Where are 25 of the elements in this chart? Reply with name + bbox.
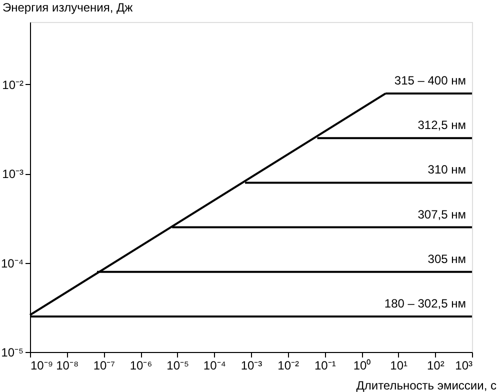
x-tick-label: 10⁻⁷ <box>93 358 116 372</box>
x-tick-label: 10⁻⁵ <box>166 358 190 372</box>
x-tick-label: 10⁻⁴ <box>203 358 226 372</box>
x-tick-label: 10⁻⁶ <box>130 358 152 372</box>
series-label: 315 – 400 нм <box>394 73 466 88</box>
x-tick-label: 10⁻³ <box>240 358 262 372</box>
series-label: 312,5 нм <box>418 118 466 132</box>
y-tick-label: 10⁻⁴ <box>0 256 24 270</box>
x-axis-title: Длительность эмиссии, с <box>356 378 496 392</box>
x-tick-label: 10¹ <box>390 358 408 372</box>
y-tick-label: 10⁻³ <box>2 167 24 182</box>
x-tick-label: 10⁻⁸ <box>56 358 79 372</box>
x-tick-label: 10⁰ <box>353 358 371 372</box>
x-tick-label: 10³ <box>455 358 473 372</box>
y-axis-title: Энергия излучения, Дж <box>2 0 133 14</box>
x-tick-label: 10² <box>426 358 444 372</box>
y-tick-label: 10⁻² <box>2 78 24 92</box>
series-label: 307,5 нм <box>418 207 466 222</box>
series-label: 180 – 302,5 нм <box>384 296 466 310</box>
y-tick-label: 10⁻⁵ <box>1 346 24 360</box>
x-tick-label: 10⁻² <box>278 358 300 372</box>
x-tick-label: 10⁻⁹ <box>30 358 53 372</box>
series-label: 305 нм <box>428 252 466 266</box>
series-label: 310 нм <box>428 162 466 177</box>
x-tick-label: 10⁻¹ <box>314 358 336 372</box>
